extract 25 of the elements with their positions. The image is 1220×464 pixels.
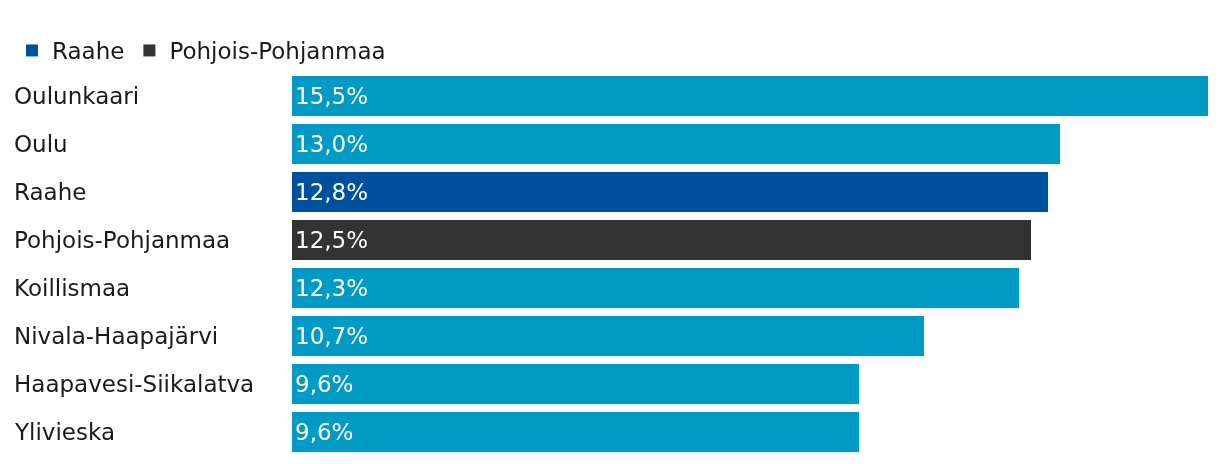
data-label: 13,0% xyxy=(295,131,369,157)
bar xyxy=(292,172,1049,212)
y-tick-label: Raahe xyxy=(14,179,87,205)
bar xyxy=(292,124,1061,164)
bar xyxy=(292,412,860,452)
data-label: 9,6% xyxy=(295,419,354,445)
y-tick-label: Ylivieska xyxy=(14,419,115,445)
y-tick-label: Haapavesi-Siikalatva xyxy=(14,371,255,397)
data-label: 9,6% xyxy=(295,371,354,397)
y-tick-label: Oulu xyxy=(14,131,68,157)
bar xyxy=(292,268,1019,308)
legend-label: Pohjois-Pohjanmaa xyxy=(169,38,386,65)
data-label: 10,7% xyxy=(295,323,369,349)
y-tick-label: Oulunkaari xyxy=(14,83,140,109)
y-tick-label: Nivala-Haapajärvi xyxy=(14,323,219,349)
bar xyxy=(292,364,860,404)
bar xyxy=(292,220,1031,260)
data-label: 12,3% xyxy=(295,275,369,301)
data-label: 12,8% xyxy=(295,179,369,205)
y-tick-label: Pohjois-Pohjanmaa xyxy=(14,227,231,253)
y-tick-label: Koillismaa xyxy=(14,275,131,301)
data-label: 12,5% xyxy=(295,227,369,253)
data-label: 15,5% xyxy=(295,83,369,109)
bar xyxy=(292,316,925,356)
bar xyxy=(292,76,1208,116)
